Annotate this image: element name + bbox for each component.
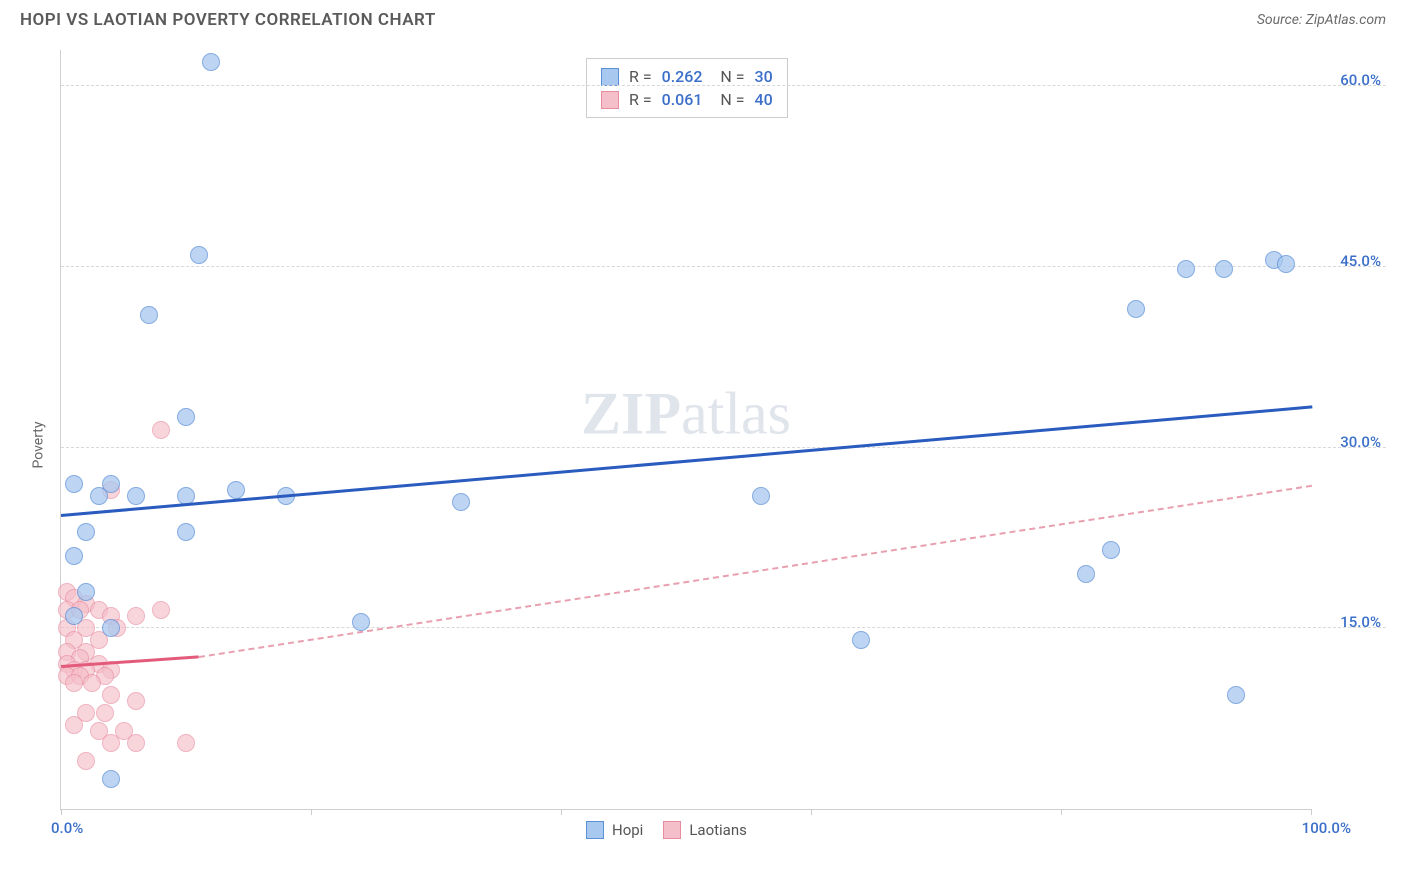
data-point — [102, 734, 120, 752]
legend-swatch — [586, 821, 604, 839]
data-point — [77, 523, 95, 541]
data-point — [65, 716, 83, 734]
data-point — [1077, 565, 1095, 583]
legend-r-label: R = — [629, 67, 652, 86]
legend-n-label: N = — [712, 67, 744, 86]
y-tick-label: 45.0% — [1340, 252, 1381, 270]
data-point — [127, 487, 145, 505]
watermark: ZIPatlas — [581, 380, 791, 449]
data-point — [127, 607, 145, 625]
data-point — [852, 631, 870, 649]
plot-area: ZIPatlas R = 0.262 N = 30 R = 0.061 N = 4… — [60, 50, 1311, 810]
data-point — [65, 607, 83, 625]
data-point — [65, 475, 83, 493]
legend-r-label: R = — [629, 90, 652, 109]
data-point — [1127, 300, 1145, 318]
legend-swatch — [663, 821, 681, 839]
data-point — [752, 487, 770, 505]
legend-swatch — [601, 91, 619, 109]
y-axis-label: Poverty — [31, 421, 47, 468]
trendline — [61, 406, 1312, 518]
data-point — [140, 306, 158, 324]
data-point — [127, 734, 145, 752]
data-point — [77, 583, 95, 601]
legend-r-value: 0.061 — [662, 90, 703, 109]
x-tick — [811, 809, 812, 815]
data-point — [352, 613, 370, 631]
y-tick-label: 60.0% — [1340, 71, 1381, 89]
data-point — [152, 421, 170, 439]
data-point — [452, 493, 470, 511]
data-point — [102, 686, 120, 704]
gridline — [61, 85, 1386, 86]
trendline — [198, 484, 1312, 657]
legend-n-value: 40 — [755, 90, 773, 109]
data-point — [102, 619, 120, 637]
y-tick-label: 30.0% — [1340, 433, 1381, 451]
data-point — [1102, 541, 1120, 559]
correlation-legend: R = 0.262 N = 30 R = 0.061 N = 40 — [586, 58, 788, 118]
legend-label: Laotians — [689, 821, 747, 839]
chart-container: Poverty ZIPatlas R = 0.262 N = 30 R = 0.0… — [20, 40, 1386, 850]
data-point — [177, 523, 195, 541]
gridline — [61, 627, 1386, 628]
data-point — [202, 53, 220, 71]
legend-swatch — [601, 68, 619, 86]
data-point — [177, 408, 195, 426]
data-point — [102, 770, 120, 788]
data-point — [1277, 255, 1295, 273]
chart-header: HOPI VS LAOTIAN POVERTY CORRELATION CHAR… — [0, 0, 1406, 30]
legend-n-value: 30 — [755, 67, 773, 86]
legend-r-value: 0.262 — [662, 67, 703, 86]
chart-title: HOPI VS LAOTIAN POVERTY CORRELATION CHAR… — [20, 10, 436, 30]
data-point — [96, 704, 114, 722]
y-tick-label: 15.0% — [1340, 613, 1381, 631]
data-point — [1215, 260, 1233, 278]
data-point — [1177, 260, 1195, 278]
data-point — [152, 601, 170, 619]
source-label: Source: ZipAtlas.com — [1257, 12, 1386, 28]
x-tick — [1311, 809, 1312, 815]
data-point — [177, 734, 195, 752]
data-point — [65, 547, 83, 565]
x-tick — [561, 809, 562, 815]
data-point — [77, 752, 95, 770]
series-legend: Hopi Laotians — [586, 821, 747, 839]
data-point — [1227, 686, 1245, 704]
x-tick — [61, 809, 62, 815]
legend-item: Laotians — [663, 821, 747, 839]
legend-row: R = 0.061 N = 40 — [601, 88, 773, 111]
x-max-label: 100.0% — [1302, 819, 1351, 837]
data-point — [65, 674, 83, 692]
data-point — [90, 487, 108, 505]
legend-n-label: N = — [712, 90, 744, 109]
x-min-label: 0.0% — [51, 819, 83, 837]
gridline — [61, 447, 1386, 448]
data-point — [227, 481, 245, 499]
legend-label: Hopi — [612, 821, 643, 839]
legend-item: Hopi — [586, 821, 643, 839]
data-point — [127, 692, 145, 710]
x-tick — [1061, 809, 1062, 815]
x-tick — [311, 809, 312, 815]
data-point — [190, 246, 208, 264]
data-point — [83, 674, 101, 692]
